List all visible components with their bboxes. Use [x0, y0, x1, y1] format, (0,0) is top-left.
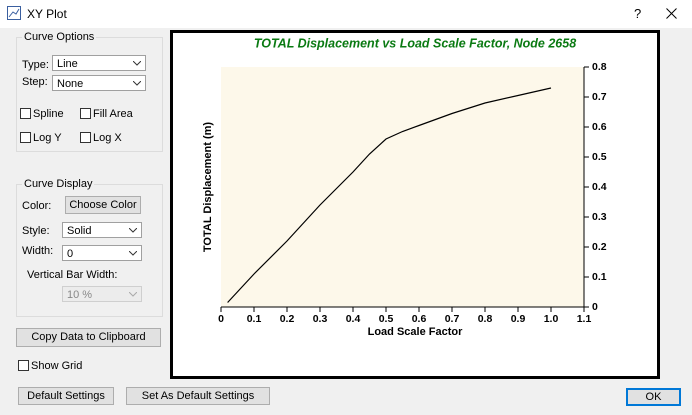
dropdown-arrow: [133, 81, 141, 86]
y-tick-label: 0.8: [592, 61, 607, 73]
y-tick-label: 0.5: [592, 151, 607, 163]
label: Step:: [22, 76, 48, 88]
x-tick-label: 0.5: [379, 313, 394, 325]
plot-area: [221, 67, 584, 307]
dropdown-arrow: [129, 228, 137, 233]
y-tick-label: 0.7: [592, 91, 607, 103]
app-icon: [7, 6, 21, 20]
checkbox[interactable]: [80, 132, 91, 143]
title-bar: [0, 0, 692, 28]
chart-title: TOTAL Displacement vs Load Scale Factor,…: [254, 36, 576, 50]
checkbox[interactable]: [20, 108, 31, 119]
data-line: [227, 87, 552, 303]
y-tick-label: 0.4: [592, 181, 607, 193]
select-value: Line: [57, 58, 78, 70]
choose-color-button[interactable]: Choose Color: [65, 196, 141, 214]
checkbox-label: Show Grid: [31, 360, 83, 372]
select-value: 0: [67, 248, 74, 260]
y-tick-label: 0.2: [592, 241, 607, 253]
group-heading: Curve Options: [22, 31, 97, 43]
bar-width-select: 10 %: [62, 286, 142, 302]
x-tick-label: 0: [218, 313, 224, 325]
checkbox-label: Log Y: [33, 132, 62, 144]
dropdown-arrow: [129, 251, 137, 256]
select-value: 10 %: [67, 289, 93, 301]
x-tick-label: 0.9: [511, 313, 526, 325]
width-select[interactable]: 0: [62, 245, 142, 261]
x-tick-label: 0.3: [313, 313, 328, 325]
select-value: None: [57, 78, 84, 90]
checkbox[interactable]: [20, 132, 31, 143]
x-tick-label: 0.8: [478, 313, 493, 325]
y-axis-label: TOTAL Displacement (m): [202, 122, 214, 253]
select-value: Solid: [67, 225, 92, 237]
default-settings-button[interactable]: Default Settings: [18, 387, 114, 405]
chart: TOTAL Displacement vs Load Scale Factor,…: [170, 30, 660, 379]
ok-button[interactable]: OK: [626, 388, 681, 406]
x-tick-label: 0.1: [247, 313, 262, 325]
x-tick-label: 1.1: [577, 313, 592, 325]
group-heading: Curve Display: [22, 178, 95, 190]
label: Style:: [22, 225, 50, 237]
checkbox-label: Fill Area: [93, 108, 133, 120]
x-tick-label: 0.2: [280, 313, 295, 325]
dropdown-arrow: [129, 292, 137, 297]
style-select[interactable]: Solid: [62, 222, 142, 238]
x-tick-label: 0.6: [412, 313, 427, 325]
x-tick-label: 0.7: [445, 313, 460, 325]
y-tick-label: 0: [592, 301, 598, 313]
x-axis-label: Load Scale Factor: [368, 326, 463, 338]
help-button[interactable]: ?: [634, 6, 642, 21]
copy-button[interactable]: Copy Data to Clipboard: [16, 328, 161, 347]
label: Vertical Bar Width:: [27, 269, 118, 281]
type-select[interactable]: Line: [52, 55, 146, 71]
y-tick-label: 0.6: [592, 121, 607, 133]
dropdown-arrow: [133, 61, 141, 66]
y-tick-label: 0.1: [592, 271, 607, 283]
checkbox-label: Spline: [33, 108, 64, 120]
window-title: XY Plot: [27, 7, 67, 21]
x-tick-label: 0.4: [346, 313, 361, 325]
y-tick-label: 0.3: [592, 211, 607, 223]
close-button[interactable]: [666, 8, 677, 19]
step-select[interactable]: None: [52, 75, 146, 91]
checkbox[interactable]: [80, 108, 91, 119]
x-tick-label: 1.0: [544, 313, 559, 325]
checkbox[interactable]: [18, 360, 29, 371]
label: Width:: [22, 245, 54, 257]
label: Color:: [22, 200, 52, 212]
set-default-button[interactable]: Set As Default Settings: [126, 387, 270, 405]
label: Type:: [22, 59, 49, 71]
checkbox-label: Log X: [93, 132, 122, 144]
